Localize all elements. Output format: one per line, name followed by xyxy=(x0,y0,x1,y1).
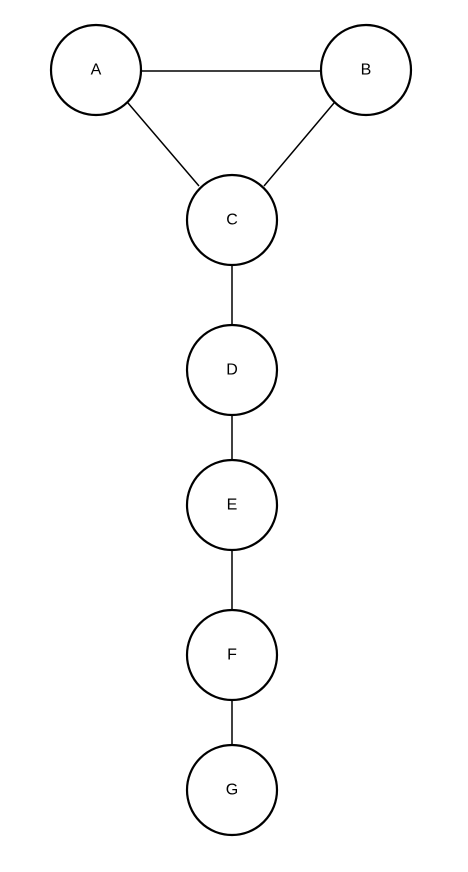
node-g-label: G xyxy=(226,782,238,799)
node-a-label: A xyxy=(91,62,102,79)
node-a-circle xyxy=(49,23,143,117)
node-d[interactable]: D xyxy=(185,323,279,417)
node-b[interactable]: B xyxy=(319,23,413,117)
node-c-circle xyxy=(185,173,279,267)
node-f[interactable]: F xyxy=(185,608,279,702)
node-a[interactable]: A xyxy=(49,23,143,117)
node-g-circle xyxy=(185,743,279,837)
node-e[interactable]: E xyxy=(185,458,279,552)
node-g[interactable]: G xyxy=(185,743,279,837)
node-e-circle xyxy=(185,458,279,552)
node-f-circle xyxy=(185,608,279,702)
node-c[interactable]: C xyxy=(185,173,279,267)
node-f-label: F xyxy=(227,647,237,664)
node-b-circle xyxy=(319,23,413,117)
edge-a-c xyxy=(127,102,200,187)
node-d-label: D xyxy=(226,362,238,379)
node-b-label: B xyxy=(361,62,372,79)
node-d-circle xyxy=(185,323,279,417)
node-e-label: E xyxy=(227,497,238,514)
node-c-label: C xyxy=(226,212,238,229)
edge-b-c xyxy=(263,102,335,187)
